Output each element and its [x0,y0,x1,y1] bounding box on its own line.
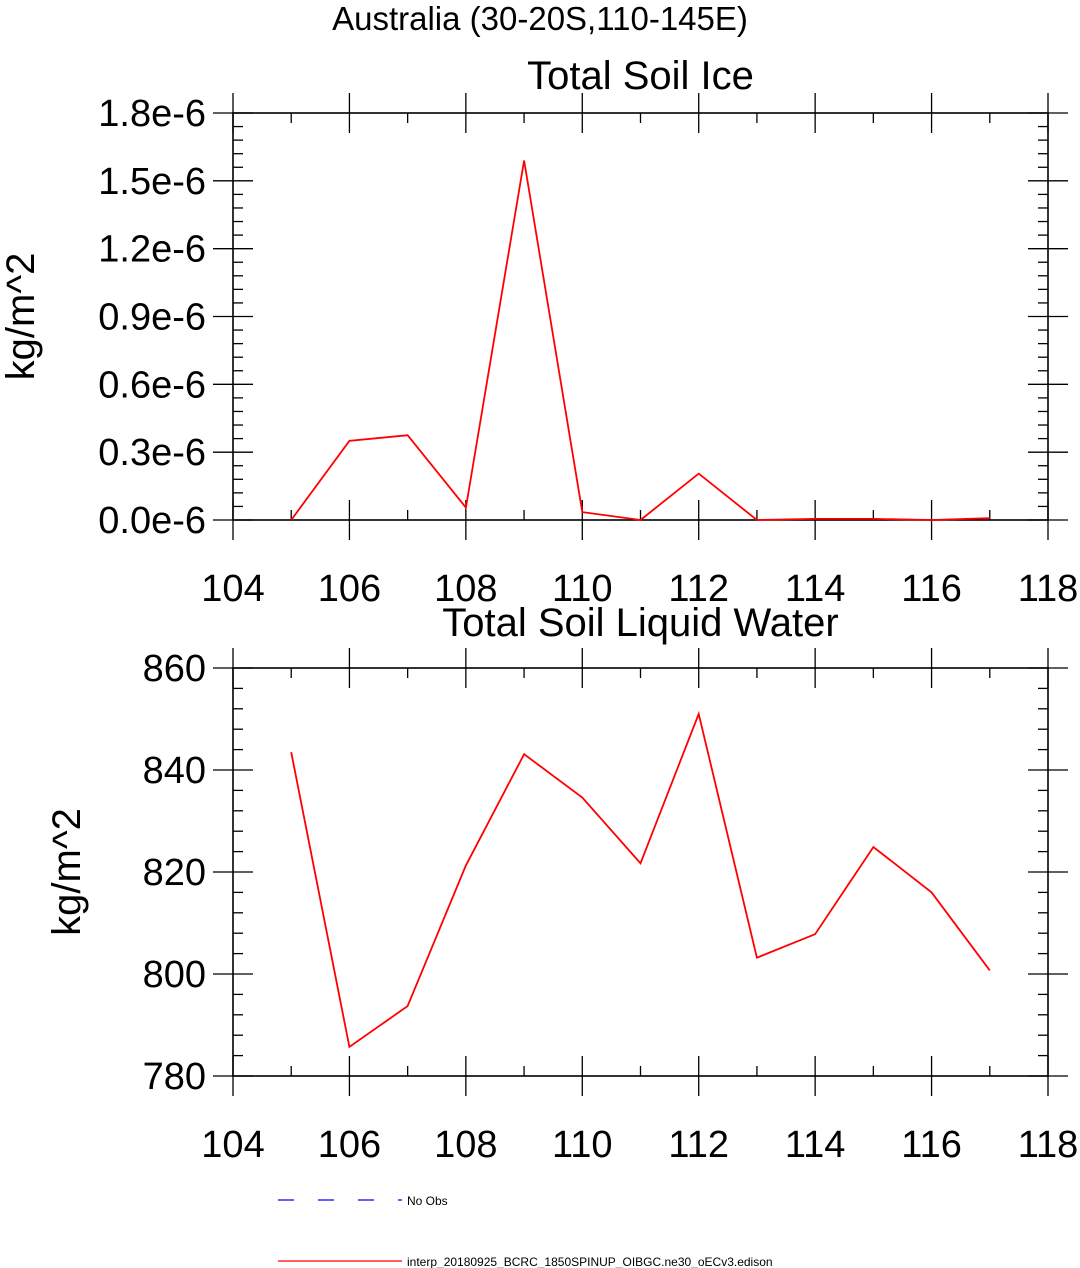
panel-total-soil-liquid-water: Total Soil Liquid Water 104 106 108 110 112 11… [45,601,1078,1166]
plot-frame [232,112,1049,521]
x-tick-label: 108 [434,1124,497,1166]
x-tick-label: 104 [201,568,264,610]
panel-title: Total Soil Liquid Water [442,601,838,645]
x-tick-label: 104 [201,1124,264,1166]
x-tick-label: 118 [1018,1124,1079,1166]
y-tick-label: 800 [143,954,206,996]
x-tick-label: 106 [318,568,381,610]
y-tick-label: 0.0e-6 [98,500,206,542]
plot-frame [232,667,1049,1077]
x-tick-label: 116 [901,568,962,610]
panel-title: Total Soil Ice [527,54,754,98]
x-tick-label: 108 [434,568,497,610]
x-tick-label: 106 [318,1124,381,1166]
y-tick-label: 0.6e-6 [98,364,206,406]
x-tick-label: 116 [901,1124,962,1166]
x-tick-label: 114 [785,568,846,610]
figure-supertitle: Australia (30-20S,110-145E) [332,0,748,37]
x-tick-label: 112 [668,1124,729,1166]
y-tick-label: 840 [143,750,206,792]
legend-label-model-run: interp_20180925_BCRC_1850SPINUP_OIBGC.ne… [407,1255,773,1268]
x-tick-label: 112 [668,568,729,610]
y-axis-label: kg/m^2 [0,253,43,381]
panel-total-soil-ice: Total Soil Ice 104 106 108 110 112 114 116 118 0.… [0,54,1078,610]
y-tick-label: 0.3e-6 [98,432,206,474]
x-tick-label: 114 [785,1124,846,1166]
y-tick-label: 1.8e-6 [98,93,206,135]
legend-label-no-obs: No Obs [407,1194,448,1208]
y-axis-label: kg/m^2 [45,808,89,936]
y-tick-label: 1.5e-6 [98,161,206,203]
y-tick-label: 780 [143,1056,206,1098]
x-tick-label: 110 [552,568,613,610]
series-line-model-run [290,160,990,521]
x-tick-label: 118 [1018,568,1079,610]
series-line-model-run [290,710,991,1049]
legend: No Obs interp_20180925_BCRC_1850SPINUP_O… [278,1194,773,1268]
x-tick-label: 110 [552,1124,613,1166]
y-tick-label: 1.2e-6 [98,229,206,271]
y-tick-label: 860 [143,648,206,690]
y-tick-label: 820 [143,852,206,894]
y-tick-label: 0.9e-6 [98,297,206,339]
